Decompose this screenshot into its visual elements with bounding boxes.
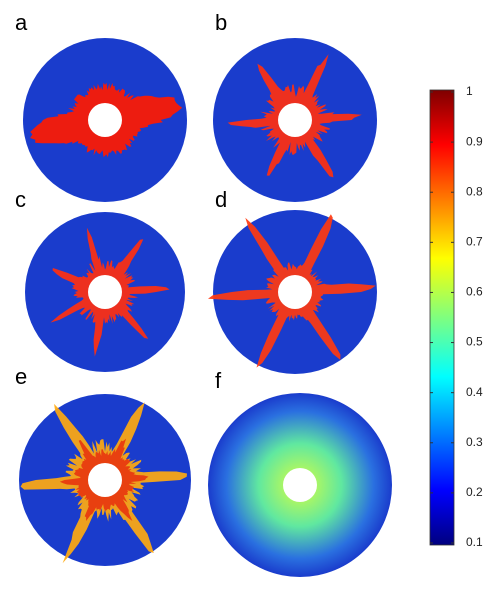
panel-label: e [15, 364, 27, 389]
hole [88, 463, 122, 497]
tick-label: 0.6 [466, 285, 483, 299]
tick-label: 0.4 [466, 385, 483, 399]
colorbar [429, 89, 455, 546]
hole [278, 103, 312, 137]
hole [88, 103, 122, 137]
panel-label: d [215, 187, 227, 212]
hole [283, 468, 317, 502]
tick-label: 1 [466, 84, 473, 98]
tick-label: 0.1 [466, 535, 483, 549]
tick-label: 0.2 [466, 485, 483, 499]
tick-label: 0.9 [466, 134, 483, 148]
panel-label: c [15, 187, 26, 212]
tick-label: 0.8 [466, 184, 483, 198]
tick-label: 0.7 [466, 235, 483, 249]
tick-label: 0.5 [466, 335, 483, 349]
panel-label: a [15, 10, 28, 35]
tick-label: 0.3 [466, 435, 483, 449]
hole [278, 275, 312, 309]
panel-label: f [215, 368, 222, 393]
panel-label: b [215, 10, 227, 35]
hole [88, 275, 122, 309]
